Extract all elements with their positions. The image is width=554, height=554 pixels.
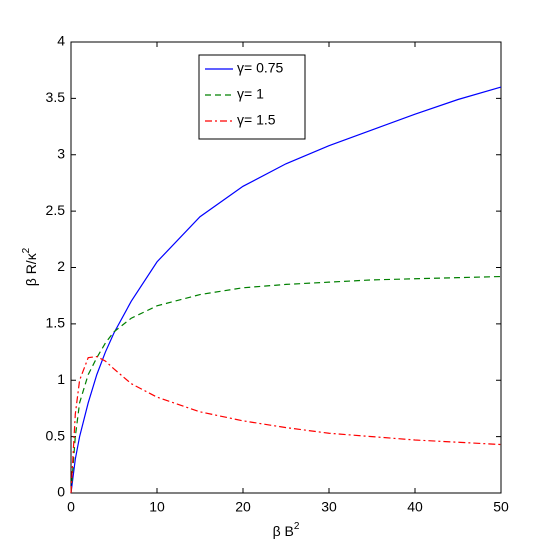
- x-tick-label: 0: [67, 499, 75, 515]
- x-axis-label-sup: 2: [294, 521, 300, 532]
- y-tick-label: 0: [57, 484, 65, 500]
- y-tick-label: 2: [57, 258, 65, 274]
- x-tick-label: 10: [149, 499, 165, 515]
- x-axis-label-text: β B: [273, 523, 294, 539]
- y-tick-label: 3.5: [46, 89, 66, 105]
- y-tick-label: 3: [57, 145, 65, 161]
- legend-label: γ= 1.5: [237, 112, 276, 128]
- line-series: [70, 86, 502, 494]
- y-tick-label: 0.5: [46, 427, 66, 443]
- line-series: [70, 275, 502, 494]
- legend-label: γ= 0.75: [237, 60, 284, 76]
- x-tick-label: 20: [235, 499, 251, 515]
- x-tick-label: 50: [493, 499, 509, 515]
- y-tick-label: 2.5: [46, 202, 66, 218]
- y-tick-label: 4: [57, 33, 65, 49]
- line-series: [70, 355, 502, 494]
- x-tick-label: 40: [407, 499, 423, 515]
- x-axis-label: β B2: [273, 521, 300, 539]
- y-tick-label: 1: [57, 371, 65, 387]
- y-axis-label-text: β R/κ: [23, 252, 39, 286]
- x-tick-label: 30: [321, 499, 337, 515]
- y-tick-label: 1.5: [46, 315, 66, 331]
- legend-label: γ= 1: [237, 86, 264, 102]
- y-axis-label-sup: 2: [21, 247, 32, 253]
- y-axis-label: β R/κ2: [21, 247, 39, 286]
